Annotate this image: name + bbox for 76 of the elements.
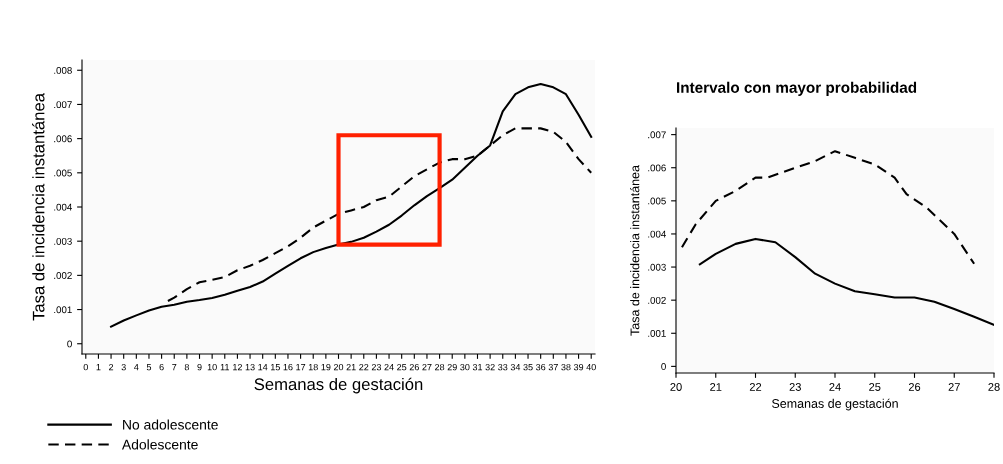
y-tick-label: .003 <box>648 263 666 271</box>
x-tick-label: 5 <box>146 364 152 371</box>
y-tick-label: .004 <box>648 230 666 238</box>
y-tick-label: .004 <box>54 203 72 211</box>
x-tick-label: 36 <box>535 363 546 371</box>
x-tick-label: 24 <box>384 363 394 371</box>
y-tick-label: .007 <box>648 131 666 139</box>
x-axis-title: Semanas de gestación <box>254 377 423 394</box>
y-axis-title: Tasa de incidencia instantánea <box>32 93 45 321</box>
line-series <box>110 82 593 328</box>
x-tick-label: 21 <box>710 383 722 391</box>
x-tick-label: 4 <box>134 364 139 371</box>
x-tick-label: 22 <box>359 363 369 371</box>
x-tick-label: 15 <box>270 364 280 371</box>
x-tick-label: 35 <box>523 363 533 371</box>
y-tick-label: .006 <box>54 135 72 143</box>
y-tick-label: .006 <box>648 164 666 172</box>
x-tick-label: 10 <box>207 363 217 371</box>
x-tick-label: 20 <box>333 363 344 371</box>
x-axis-title: Semanas de gestación <box>771 398 898 411</box>
y-tick-label: .003 <box>54 237 72 245</box>
x-tick-label: 0 <box>83 363 88 371</box>
x-tick-label: 18 <box>308 363 318 371</box>
y-tick-label: .007 <box>54 101 72 109</box>
y-tick-label: .002 <box>54 272 72 279</box>
y-tick-label: .008 <box>54 66 72 74</box>
x-tick-label: 28 <box>435 363 445 371</box>
x-tick-label: 7 <box>172 364 177 371</box>
x-tick-label: 16 <box>283 363 293 371</box>
x-tick-label: 26 <box>908 383 921 391</box>
y-tick-label: .001 <box>54 306 72 314</box>
x-tick-label: 13 <box>245 363 255 371</box>
x-tick-label: 25 <box>869 383 881 391</box>
x-tick-label: 17 <box>296 364 306 371</box>
x-tick-label: 21 <box>346 363 356 371</box>
y-tick-label: .002 <box>648 296 666 304</box>
x-tick-label: 29 <box>447 363 457 371</box>
x-tick-label: 20 <box>670 383 682 391</box>
x-tick-label: 14 <box>258 364 268 371</box>
y-tick-label: 0 <box>67 340 72 348</box>
x-tick-label: 27 <box>948 383 960 391</box>
x-tick-label: 33 <box>498 363 508 371</box>
y-axis-title: Tasa de incidencia instantánea <box>630 165 640 336</box>
x-tick-label: 30 <box>460 363 470 371</box>
chart-title: Intervalo con mayor probabilidad <box>677 81 917 96</box>
x-tick-label: 40 <box>586 363 596 371</box>
x-tick-label: 3 <box>121 363 126 371</box>
y-tick-label: .001 <box>648 330 666 337</box>
x-tick-label: 37 <box>548 363 558 371</box>
x-tick-label: 22 <box>749 383 762 391</box>
x-tick-label: 23 <box>371 363 382 371</box>
x-tick-label: 23 <box>789 383 801 391</box>
line-series <box>698 237 994 327</box>
x-tick-label: 12 <box>233 363 242 371</box>
y-tick-label: .005 <box>648 197 666 205</box>
line-series <box>680 150 976 265</box>
legend-label: Adolescente <box>121 439 198 450</box>
x-tick-label: 26 <box>409 363 419 371</box>
x-tick-label: 19 <box>321 363 331 371</box>
x-tick-label: 27 <box>422 363 432 371</box>
x-tick-label: 38 <box>561 363 571 371</box>
x-tick-label: 32 <box>485 363 495 371</box>
x-tick-label: 24 <box>829 383 841 391</box>
x-tick-label: 34 <box>510 363 521 371</box>
x-tick-label: 31 <box>472 363 483 371</box>
x-tick-label: 11 <box>220 364 230 371</box>
y-tick-label: .005 <box>54 169 72 177</box>
legend-label: No adolescente <box>123 419 218 430</box>
x-tick-label: 8 <box>184 363 189 371</box>
x-tick-label: 6 <box>159 363 164 371</box>
x-tick-label: 25 <box>397 363 407 371</box>
x-tick-label: 1 <box>96 364 101 371</box>
x-tick-label: 2 <box>109 363 114 371</box>
x-tick-label: 39 <box>573 363 584 371</box>
x-tick-label: 28 <box>988 383 1000 391</box>
x-tick-label: 9 <box>197 363 202 371</box>
